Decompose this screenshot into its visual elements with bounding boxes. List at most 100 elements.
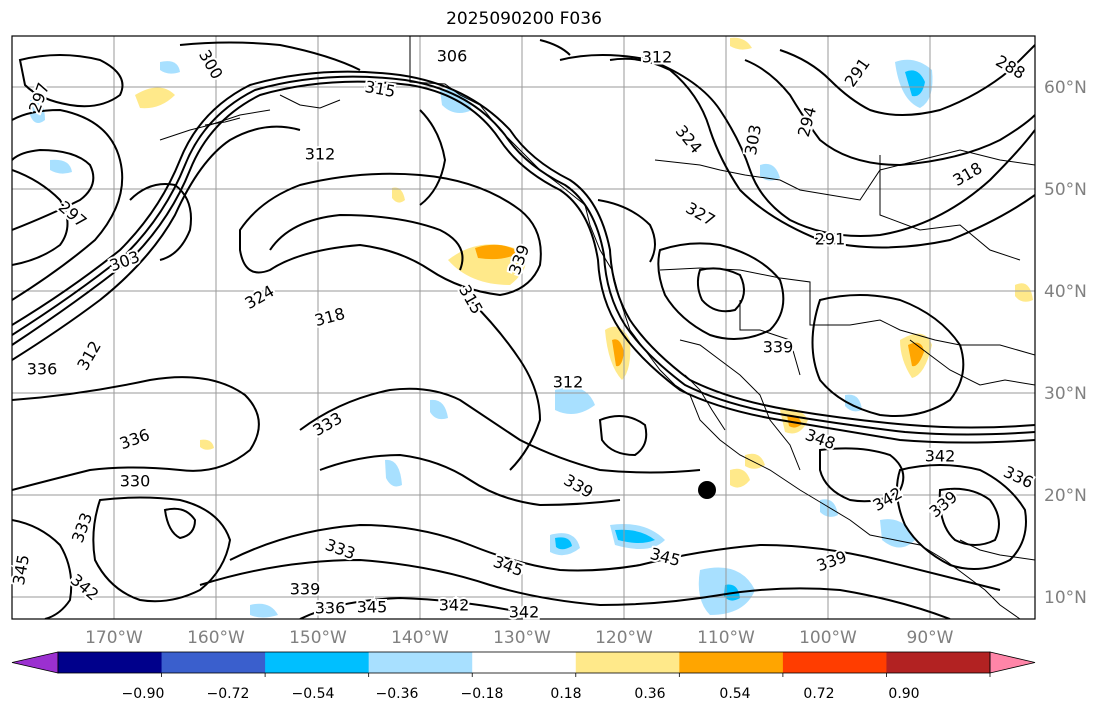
- shade-negative-strong: [905, 70, 925, 97]
- contour-label: 318: [950, 158, 986, 190]
- colorbar-segment: [265, 652, 370, 673]
- colorbar-tick-label: −0.18: [461, 686, 504, 702]
- colorbar-segment: [575, 652, 680, 673]
- contour-label: 345: [357, 598, 388, 617]
- contour-label: 333: [323, 535, 358, 563]
- colorbar-extend-max: [989, 651, 1036, 674]
- contour-label: 324: [242, 281, 278, 313]
- contour-label: 291: [815, 230, 846, 249]
- coastlines: [159, 36, 1035, 619]
- shade-negative: [760, 163, 780, 181]
- shade-positive: [730, 468, 750, 488]
- shade-negative: [385, 459, 402, 487]
- colorbar-tick-label: 0.54: [719, 686, 750, 702]
- shade-negative: [555, 387, 595, 414]
- colorbar-tick-label: −0.54: [292, 686, 335, 702]
- contour-label: 324: [672, 122, 706, 158]
- lat-label: 50°N: [1044, 180, 1087, 200]
- contour-label: 291: [841, 54, 874, 90]
- colorbar-tick-label: −0.72: [207, 686, 250, 702]
- shade-positive-strong: [908, 342, 924, 367]
- colorbar-segments: [11, 651, 1036, 674]
- shade-positive-strong: [612, 339, 624, 367]
- contour-label: 303: [107, 247, 142, 275]
- contour-label: 306: [437, 47, 468, 66]
- contour-label: 336: [117, 425, 152, 453]
- longitude-labels: 170°W 160°W 150°W 140°W 130°W 120°W 110°…: [85, 628, 954, 648]
- colorbar-segment: [58, 652, 163, 673]
- lat-label: 30°N: [1044, 384, 1087, 404]
- shade-positive: [1015, 283, 1033, 302]
- contour-label: 339: [561, 470, 597, 502]
- colorbar: −0.90 −0.72 −0.54 −0.36 −0.18 0.18 0.36 …: [11, 651, 1036, 702]
- colorbar-frame: [57, 651, 991, 674]
- contour-label: 333: [310, 408, 346, 440]
- contour-label: 303: [741, 123, 765, 156]
- contour-label: 339: [763, 338, 794, 357]
- colorbar-tick-label: 0.72: [803, 686, 834, 702]
- lat-label: 40°N: [1044, 282, 1087, 302]
- contour-label: 342: [439, 596, 470, 615]
- contour-label: 312: [642, 48, 673, 67]
- map-title: 2025090200 F036: [446, 9, 602, 29]
- contour-label: 312: [553, 373, 584, 392]
- lat-label: 10°N: [1044, 588, 1087, 608]
- colorbar-segment: [886, 652, 991, 673]
- contour-label: 342: [925, 447, 956, 466]
- lon-label: 110°W: [697, 628, 755, 648]
- lon-label: 130°W: [493, 628, 551, 648]
- colorbar-extend-min: [11, 651, 59, 674]
- shade-negative: [250, 603, 278, 618]
- lon-label: 170°W: [85, 628, 143, 648]
- map-frame: [11, 35, 1036, 620]
- lon-label: 90°W: [907, 628, 954, 648]
- contour-label: 342: [509, 603, 540, 622]
- contours: [12, 39, 1035, 619]
- contour-label: 333: [68, 510, 96, 545]
- colorbar-ticks: [161, 673, 991, 677]
- contour-label: 339: [290, 580, 321, 599]
- contour-label: 315: [363, 77, 396, 101]
- contour-label: 342: [67, 570, 103, 604]
- lon-label: 140°W: [391, 628, 449, 648]
- contour-label: 345: [491, 552, 526, 580]
- lon-label: 160°W: [187, 628, 245, 648]
- contour-label: 339: [814, 547, 849, 575]
- latitude-labels: 60°N 50°N 40°N 30°N 20°N 10°N: [1044, 78, 1087, 608]
- contour-label: 312: [305, 145, 336, 164]
- colorbar-segment: [161, 652, 266, 673]
- contour-label: 327: [683, 198, 719, 230]
- contour-label: 339: [926, 487, 962, 521]
- shade-positive: [730, 37, 752, 50]
- colorbar-segment: [782, 652, 887, 673]
- lon-label: 120°W: [595, 628, 653, 648]
- contour-label: 345: [648, 544, 682, 570]
- colorbar-tick-label: 0.90: [888, 686, 919, 702]
- shade-negative: [50, 159, 72, 174]
- shade-negative: [430, 399, 448, 420]
- contour-label: 312: [73, 338, 105, 374]
- colorbar-segment: [368, 652, 473, 673]
- contour-label: 330: [120, 472, 151, 491]
- shade-positive: [200, 439, 214, 450]
- shade-negative-strong: [615, 529, 655, 543]
- shade-negative-strong: [555, 537, 572, 550]
- lon-label: 150°W: [289, 628, 347, 648]
- colorbar-tick-labels: −0.90 −0.72 −0.54 −0.36 −0.18 0.18 0.36 …: [122, 686, 920, 702]
- shade-positive: [392, 187, 405, 203]
- lat-label: 60°N: [1044, 78, 1087, 98]
- contour-label: 345: [9, 553, 33, 586]
- colorbar-tick-label: 0.18: [550, 686, 581, 702]
- shade-negative: [820, 499, 838, 517]
- lat-label: 20°N: [1044, 486, 1087, 506]
- shade-negative: [160, 61, 180, 74]
- colorbar-segment: [472, 652, 577, 673]
- lon-label: 100°W: [799, 628, 857, 648]
- shade-positive-strong: [475, 244, 520, 260]
- shaded-field: [30, 37, 1033, 618]
- colorbar-tick-label: −0.36: [376, 686, 419, 702]
- colorbar-tick-label: 0.36: [634, 686, 665, 702]
- colorbar-tick-label: −0.90: [122, 686, 165, 702]
- closed-contour-dot: [698, 481, 716, 499]
